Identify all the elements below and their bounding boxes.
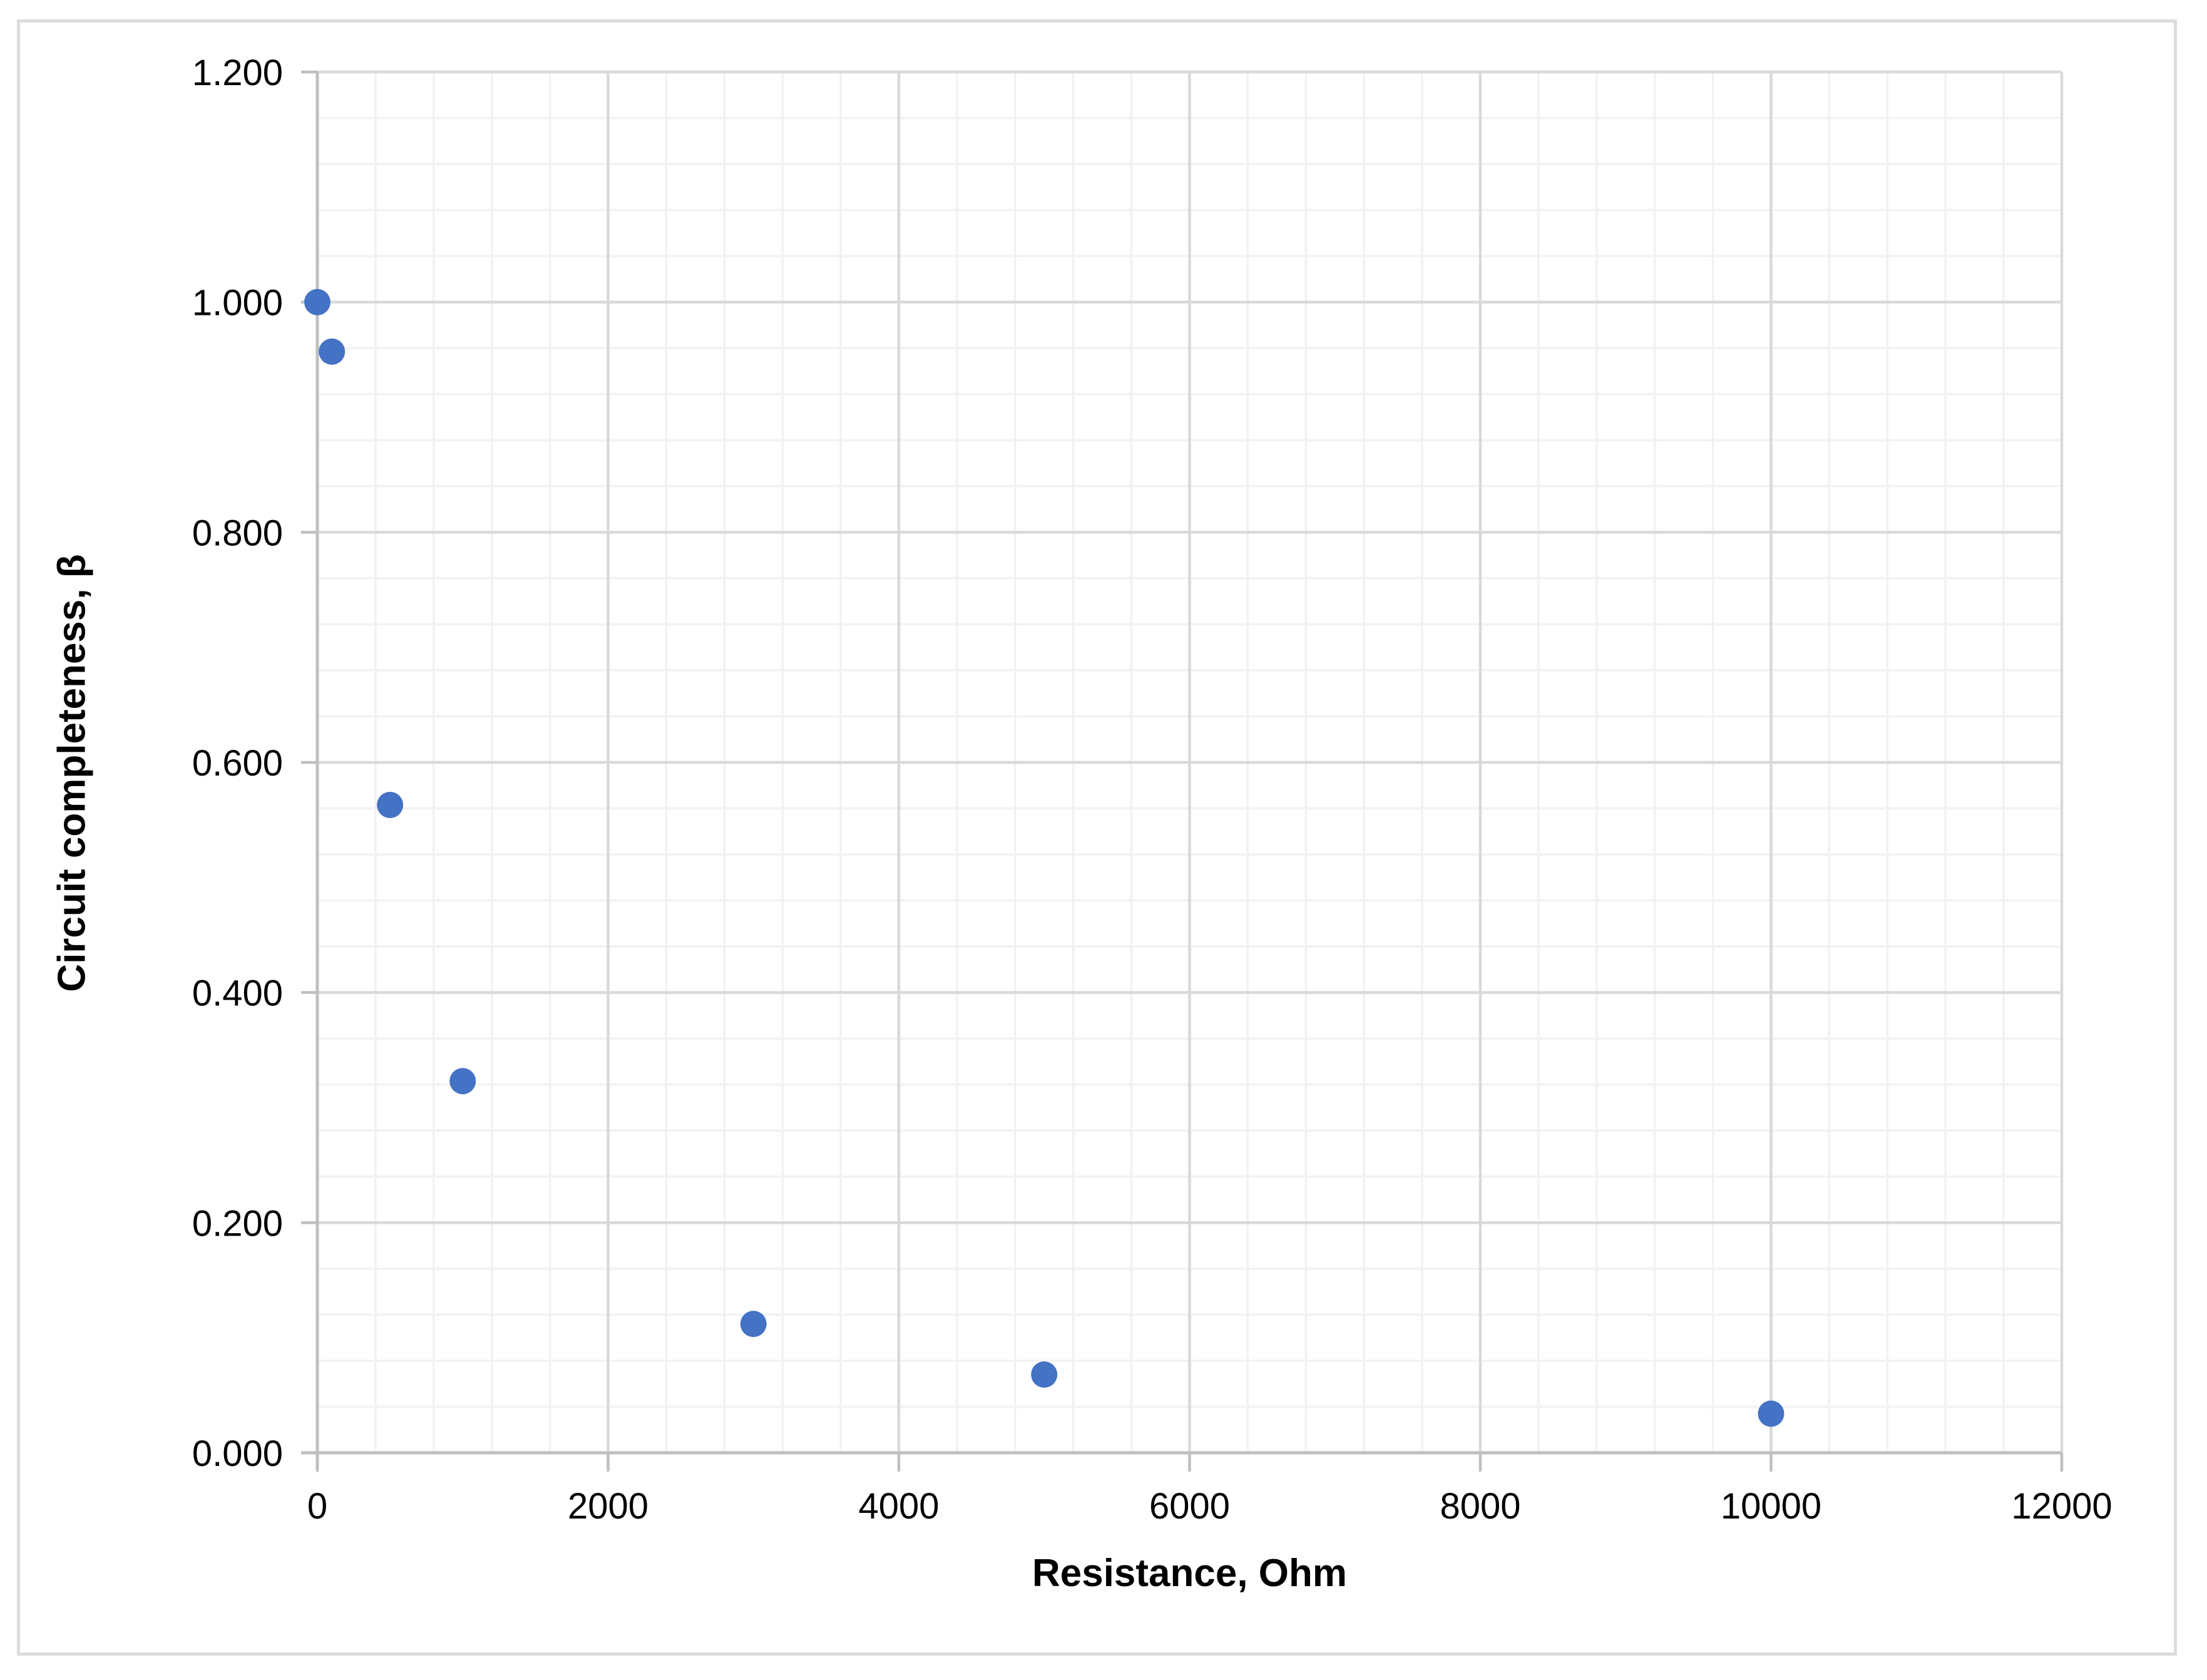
x-tick-label: 4000: [858, 1486, 939, 1527]
data-point: [304, 289, 330, 315]
x-tick-label: 10000: [1721, 1486, 1821, 1527]
y-tick-label: 1.000: [192, 283, 283, 324]
y-tick-label: 0.800: [192, 513, 283, 553]
chart-frame: [17, 19, 2177, 1656]
data-point: [449, 1068, 476, 1095]
y-axis-title: Circuit completeness, β: [50, 554, 94, 992]
x-tick-label: 2000: [568, 1486, 648, 1527]
x-tick-label: 8000: [1440, 1486, 1520, 1527]
data-point: [319, 338, 346, 365]
y-tick-label: 1.200: [192, 53, 283, 93]
data-point: [740, 1311, 767, 1338]
y-tick-label: 0.400: [192, 973, 283, 1014]
x-tick-label: 12000: [2011, 1486, 2112, 1527]
y-tick-label: 0.200: [192, 1203, 283, 1244]
data-point: [1758, 1400, 1785, 1427]
data-point: [1031, 1361, 1058, 1388]
y-tick-label: 0.600: [192, 743, 283, 784]
x-tick-label: 6000: [1149, 1486, 1230, 1527]
x-axis-title: Resistance, Ohm: [1032, 1552, 1348, 1595]
x-tick-label: 0: [307, 1486, 327, 1527]
data-point: [377, 792, 404, 819]
y-tick-label: 0.000: [192, 1433, 283, 1474]
